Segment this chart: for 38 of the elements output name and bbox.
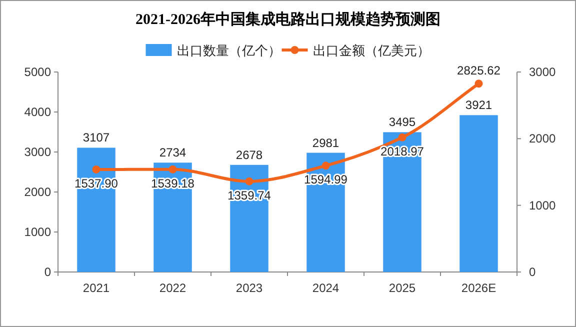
chart-title: 2021-2026年中国集成电路出口规模趋势预测图 <box>136 11 440 28</box>
bar <box>230 164 268 272</box>
legend-label: 出口金额（亿美元） <box>312 43 430 58</box>
point <box>322 162 330 170</box>
y-tick-label: 1000 <box>24 225 52 239</box>
point <box>92 165 100 174</box>
point <box>398 133 406 142</box>
bar <box>306 152 345 272</box>
y-tick-label: 0 <box>44 265 52 279</box>
y2-tick-label: 0 <box>529 265 536 279</box>
point <box>474 80 483 88</box>
y2-tick-label: 2000 <box>529 132 556 146</box>
x-tick-label: 2024 <box>312 281 340 295</box>
bar <box>460 115 498 272</box>
x-tick-label: 2021 <box>82 281 110 295</box>
y2-tick-label: 3000 <box>529 65 556 79</box>
y-tick-label: 2000 <box>24 185 52 199</box>
point <box>245 177 254 186</box>
data-label: 3107 <box>82 130 110 145</box>
bar <box>77 148 116 272</box>
x-tick-label: 2025 <box>388 281 416 295</box>
data-label: 2825.62 <box>457 64 501 78</box>
data-label: 3495 <box>388 115 416 130</box>
x-tick-label: 2022 <box>159 281 186 295</box>
data-label: 2981 <box>312 136 340 150</box>
legend-label: 出口数量（亿个） <box>176 43 281 58</box>
y2-tick-label: 1000 <box>529 198 556 212</box>
y-tick-label: 3000 <box>24 145 52 159</box>
y-tick-label: 4000 <box>24 105 52 119</box>
data-label: 2734 <box>159 146 186 160</box>
data-label: 3921 <box>465 98 492 112</box>
x-tick-label: 2026E <box>461 281 496 295</box>
point <box>168 165 177 174</box>
y-tick-label: 5000 <box>24 65 52 79</box>
data-label: 2678 <box>236 148 263 162</box>
bar <box>383 132 422 272</box>
bar <box>154 162 192 272</box>
x-tick-label: 2023 <box>236 281 263 295</box>
